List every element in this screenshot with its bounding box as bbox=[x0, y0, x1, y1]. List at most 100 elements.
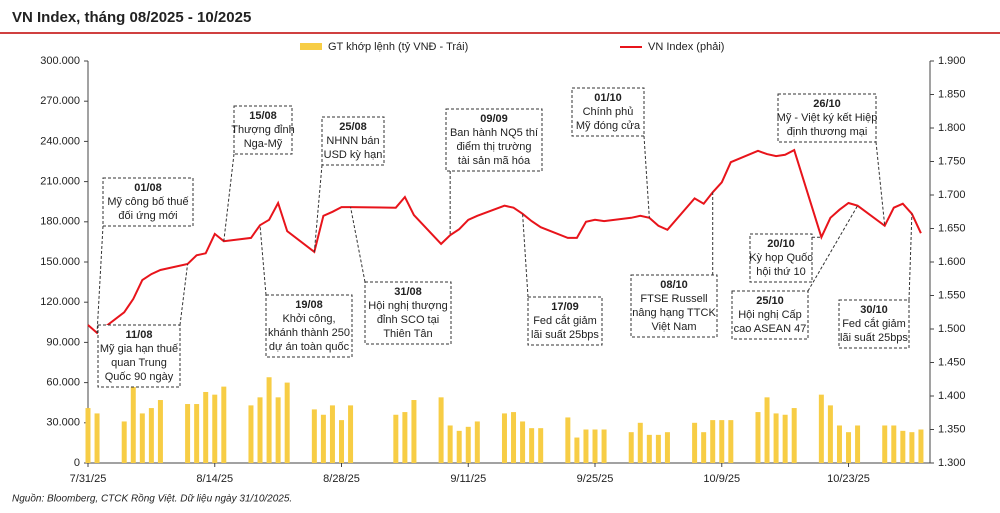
y2-tick-label: 1.500 bbox=[938, 323, 966, 335]
bar bbox=[918, 429, 924, 463]
annotation-box bbox=[364, 281, 452, 345]
annotation-text: Kỳ họp Quốc bbox=[749, 252, 813, 264]
annotation-text: tài sản mã hóa bbox=[458, 155, 531, 167]
bar bbox=[818, 394, 824, 463]
annotation-date: 25/10 bbox=[756, 295, 784, 307]
bar bbox=[891, 425, 897, 463]
bar bbox=[574, 437, 580, 463]
bar bbox=[583, 429, 589, 463]
y2-tick-label: 1.300 bbox=[938, 457, 966, 469]
annotation-text: Mỹ gia hạn thuế bbox=[100, 343, 178, 355]
leader-line bbox=[350, 206, 366, 283]
bar bbox=[592, 429, 598, 463]
y-tick-label: 0 bbox=[74, 457, 80, 469]
annotation-text: Khởi công, bbox=[282, 313, 335, 325]
leader-line bbox=[522, 213, 529, 298]
annotation-text: Thượng đỉnh bbox=[231, 124, 295, 136]
y-tick-label: 240.000 bbox=[40, 135, 80, 147]
legend-label: GT khớp lệnh (tỷ VNĐ - Trái) bbox=[328, 41, 468, 53]
annotation-date: 17/09 bbox=[551, 301, 579, 313]
annotation-text: Ban hành NQ5 thí bbox=[450, 127, 538, 139]
bar bbox=[719, 420, 725, 463]
annotation-text: FTSE Russell bbox=[640, 293, 707, 305]
y2-tick-label: 1.350 bbox=[938, 423, 966, 435]
y-tick-label: 180.000 bbox=[40, 216, 80, 228]
y-tick-label: 60.000 bbox=[46, 377, 80, 389]
bar bbox=[846, 432, 852, 463]
x-tick-label: 10/9/25 bbox=[703, 473, 740, 485]
chart-title: VN Index, tháng 08/2025 - 10/2025 bbox=[12, 9, 251, 26]
annotation-box bbox=[571, 87, 645, 137]
bar bbox=[501, 413, 507, 463]
y-tick-label: 210.000 bbox=[40, 176, 80, 188]
annotation-text: Thiên Tân bbox=[383, 328, 432, 340]
bar bbox=[836, 425, 842, 463]
bar bbox=[755, 412, 761, 463]
leader-line bbox=[313, 164, 323, 252]
annotation-text: Hội nghị Cấp bbox=[738, 309, 802, 321]
y2-tick-label: 1.800 bbox=[938, 122, 966, 134]
bar bbox=[520, 421, 526, 463]
leader-line bbox=[259, 225, 267, 296]
annotation-date: 19/08 bbox=[295, 299, 323, 311]
bar bbox=[827, 405, 833, 463]
annotation-date: 09/09 bbox=[480, 113, 508, 125]
bar bbox=[320, 414, 326, 463]
bar bbox=[339, 420, 345, 463]
y2-tick-label: 1.450 bbox=[938, 356, 966, 368]
y2-tick-label: 1.850 bbox=[938, 88, 966, 100]
legend-label: VN Index (phải) bbox=[648, 41, 724, 53]
bar bbox=[773, 413, 779, 463]
annotation-text: dự án toàn quốc bbox=[269, 341, 350, 353]
bar bbox=[148, 408, 154, 463]
annotation-text: Mỹ đóng cửa bbox=[576, 120, 641, 132]
bar bbox=[130, 362, 136, 463]
annotation-text: Quốc 90 ngày bbox=[105, 371, 174, 383]
x-tick-label: 8/28/25 bbox=[323, 473, 360, 485]
leader-line bbox=[223, 153, 235, 242]
annotation-text: Chính phủ bbox=[583, 106, 634, 118]
y2-tick-label: 1.750 bbox=[938, 155, 966, 167]
annotation-date: 31/08 bbox=[394, 286, 422, 298]
annotation-text: đối ứng mới bbox=[118, 210, 177, 222]
annotation-box bbox=[749, 233, 813, 283]
bar bbox=[348, 405, 354, 463]
annotation-date: 15/08 bbox=[249, 110, 277, 122]
source-note: Nguồn: Bloomberg, CTCK Rồng Việt. Dữ liệ… bbox=[12, 493, 292, 505]
bar bbox=[85, 408, 91, 463]
annotation-text: quan Trung bbox=[111, 357, 167, 369]
annotation-box bbox=[97, 324, 181, 388]
annotation-date: 30/10 bbox=[860, 304, 888, 316]
bar bbox=[311, 409, 317, 463]
bar bbox=[511, 412, 517, 463]
x-tick-label: 9/11/25 bbox=[450, 473, 486, 485]
bar bbox=[655, 434, 661, 463]
bar bbox=[157, 400, 163, 463]
annotation-text: USD kỳ hạn bbox=[324, 149, 383, 161]
bar bbox=[438, 397, 444, 463]
annotation-date: 20/10 bbox=[767, 238, 795, 250]
annotation-box bbox=[630, 274, 718, 338]
leader-line bbox=[96, 225, 104, 334]
y2-tick-label: 1.650 bbox=[938, 222, 966, 234]
bar bbox=[411, 400, 417, 463]
annotation-box bbox=[731, 290, 809, 340]
bar bbox=[728, 420, 734, 463]
annotation-date: 01/10 bbox=[594, 92, 622, 104]
leader-line bbox=[807, 205, 859, 292]
bar bbox=[393, 414, 399, 463]
bar bbox=[212, 394, 218, 463]
y2-tick-label: 1.550 bbox=[938, 289, 966, 301]
annotation-text: định thương mại bbox=[787, 126, 868, 138]
annotation-box bbox=[233, 105, 293, 155]
y-tick-label: 120.000 bbox=[40, 296, 80, 308]
bar bbox=[538, 428, 544, 463]
y2-tick-label: 1.600 bbox=[938, 256, 966, 268]
bar bbox=[565, 417, 571, 463]
bar bbox=[456, 430, 462, 463]
annotation-text: cao ASEAN 47 bbox=[734, 323, 807, 335]
bar bbox=[203, 391, 209, 463]
bar bbox=[710, 420, 716, 463]
annotation-text: Fed cắt giảm bbox=[842, 317, 906, 330]
annotation-text: Fed cắt giảm bbox=[533, 314, 597, 327]
